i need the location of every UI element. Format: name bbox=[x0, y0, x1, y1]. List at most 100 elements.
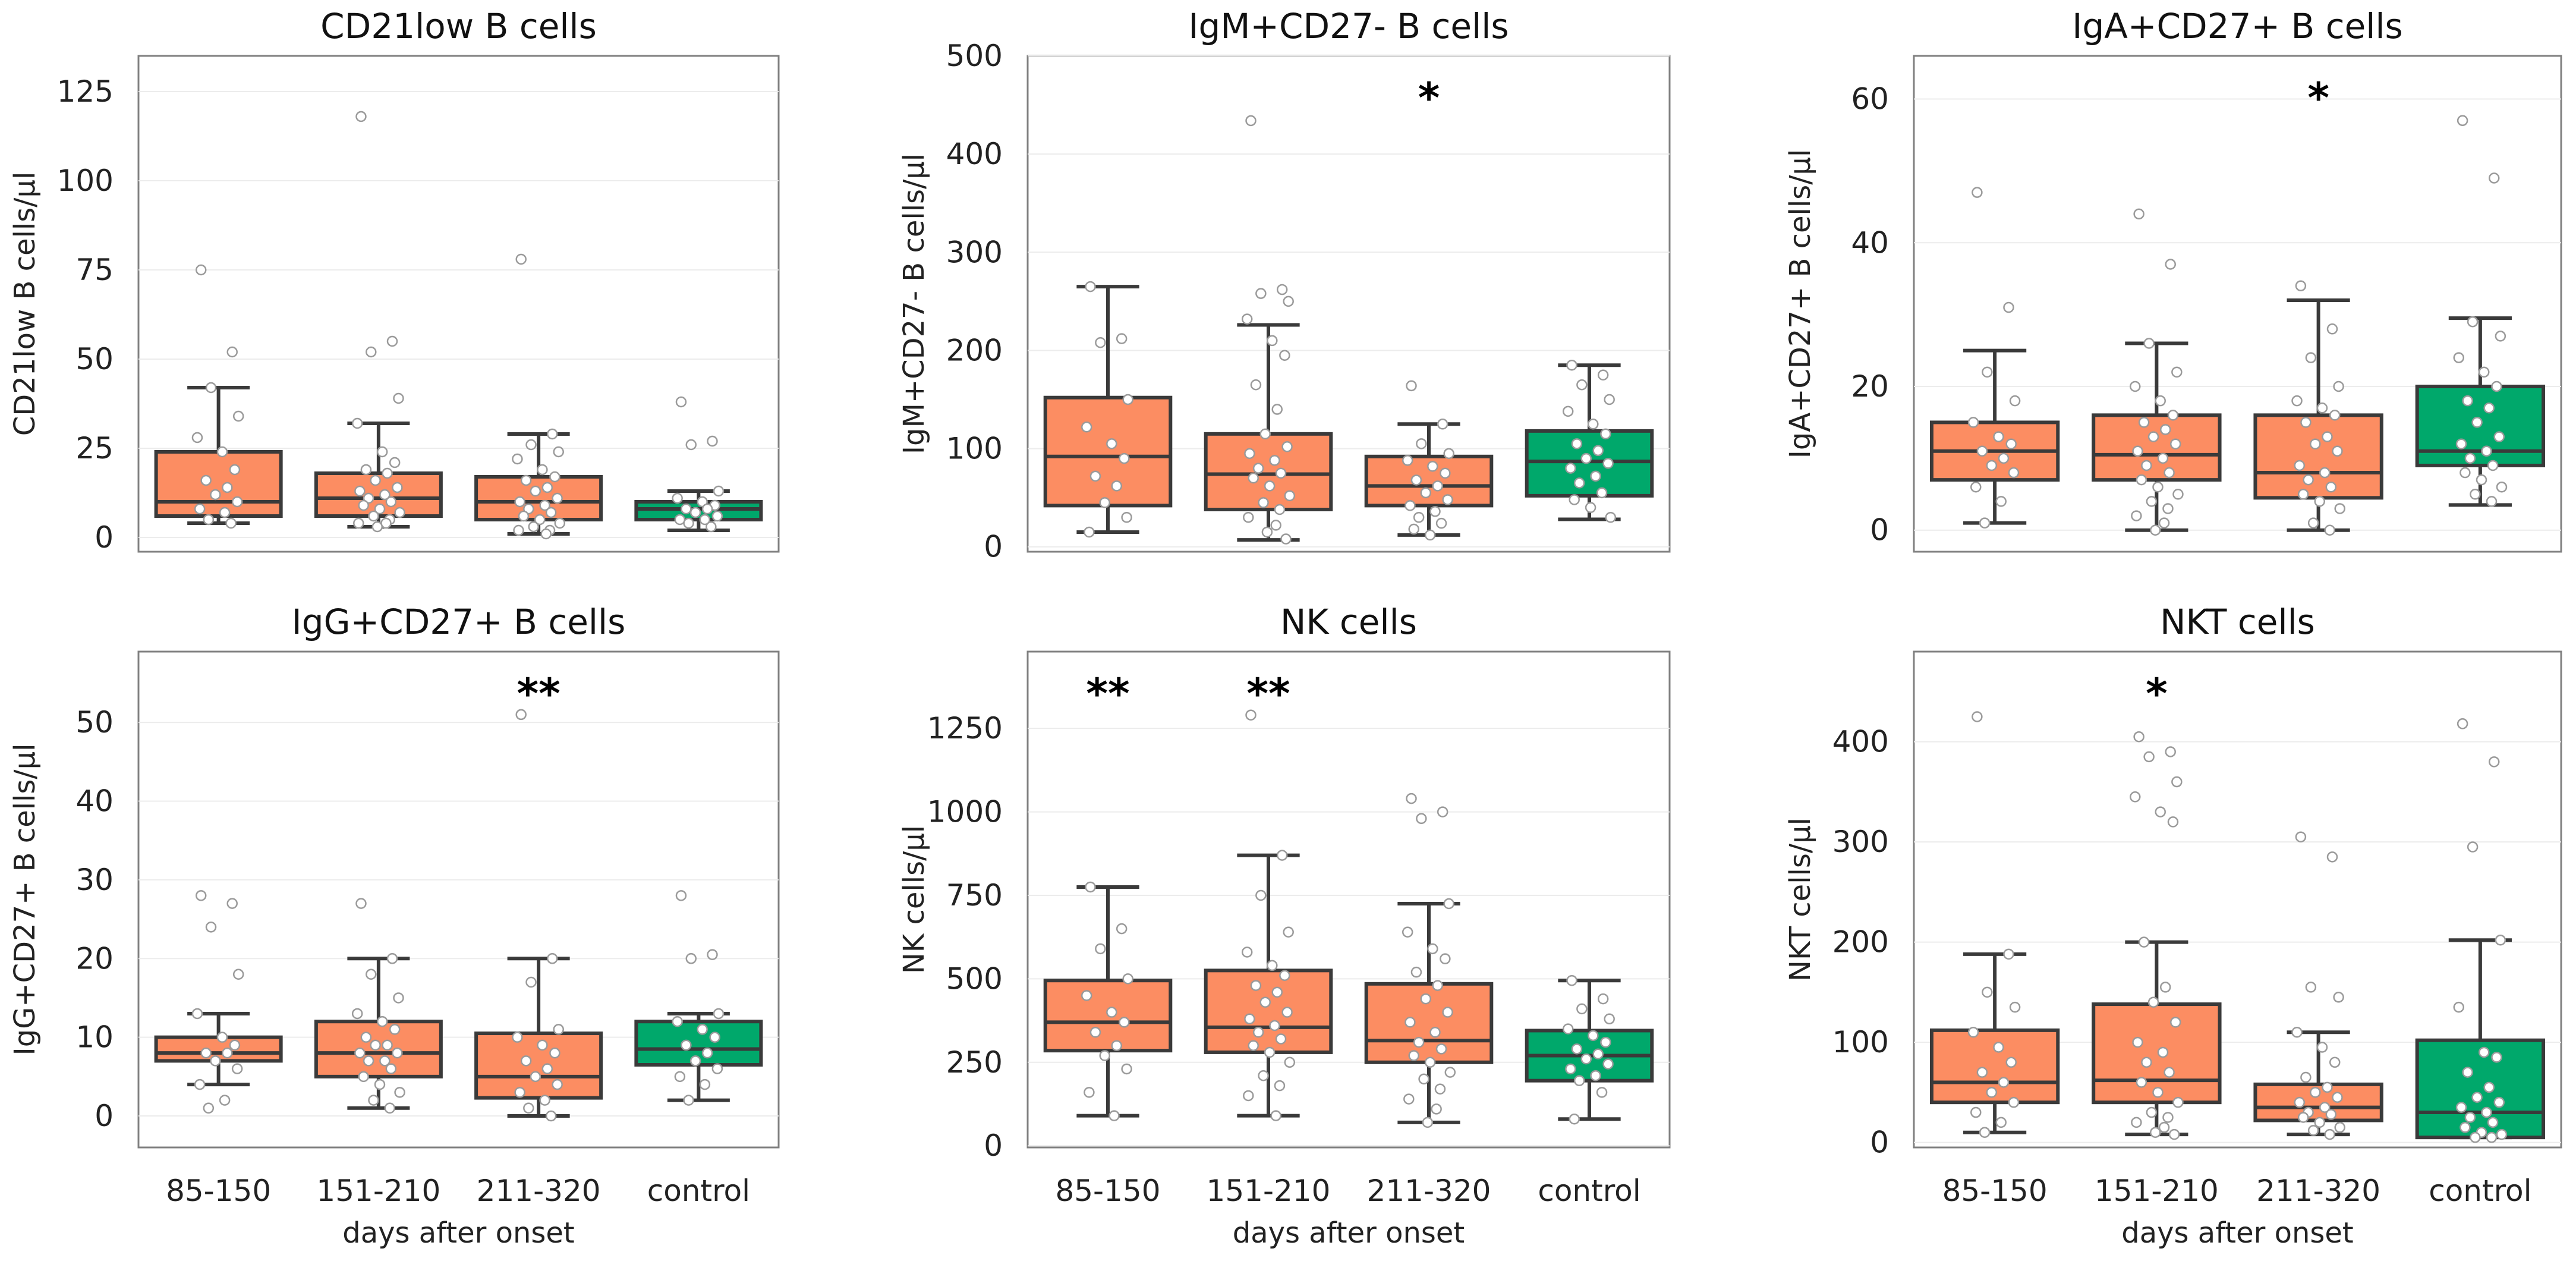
panel-3: 0 20 40 60 IgA+CD27+ B cells IgA+CD27+ B cell… bbox=[1784, 6, 2562, 553]
data-point bbox=[354, 485, 366, 497]
data-point bbox=[2005, 438, 2017, 449]
data-point bbox=[376, 446, 388, 458]
data-point bbox=[1596, 1087, 1608, 1098]
data-point bbox=[1592, 1048, 1604, 1059]
data-point bbox=[539, 499, 550, 511]
data-point bbox=[530, 1071, 541, 1083]
data-point bbox=[2136, 474, 2147, 486]
data-point bbox=[1121, 1063, 1132, 1075]
data-point bbox=[229, 1039, 241, 1051]
data-point bbox=[363, 1055, 374, 1067]
y-tick-label: 200 bbox=[1832, 925, 1889, 960]
data-point bbox=[2334, 1122, 2345, 1133]
data-point bbox=[2130, 380, 2141, 392]
data-point bbox=[2143, 751, 2155, 763]
data-point bbox=[1427, 943, 1438, 955]
chart-title: CD21low B cells bbox=[320, 6, 597, 46]
data-point bbox=[1437, 806, 1448, 817]
data-point bbox=[672, 492, 683, 504]
data-point bbox=[1406, 793, 1417, 804]
data-point bbox=[2478, 1046, 2490, 1058]
data-point bbox=[392, 1047, 403, 1059]
data-point bbox=[1429, 506, 1441, 517]
data-point bbox=[226, 346, 238, 358]
data-point bbox=[2310, 438, 2321, 449]
data-point bbox=[194, 1078, 206, 1090]
chart-title: IgG+CD27+ B cells bbox=[292, 602, 626, 642]
data-point bbox=[2291, 1026, 2303, 1038]
data-point bbox=[219, 1095, 231, 1106]
data-point bbox=[1404, 500, 1416, 511]
data-point bbox=[1972, 187, 1983, 198]
data-point bbox=[1604, 1013, 1615, 1025]
data-point bbox=[2133, 731, 2144, 743]
data-point bbox=[2467, 316, 2479, 328]
box-iqr bbox=[1043, 395, 1173, 508]
data-point bbox=[225, 517, 237, 529]
data-point bbox=[1566, 359, 1577, 371]
data-point bbox=[374, 503, 386, 515]
y-tick-label: 400 bbox=[946, 137, 1003, 171]
data-point bbox=[2471, 1092, 2483, 1103]
data-point bbox=[2150, 524, 2161, 536]
data-point bbox=[1970, 481, 1982, 493]
data-point bbox=[1095, 337, 1106, 348]
data-point bbox=[1119, 452, 1130, 464]
box-iqr bbox=[1364, 454, 1494, 508]
data-point bbox=[1604, 394, 1615, 405]
data-point bbox=[205, 382, 217, 394]
data-point bbox=[1422, 1117, 1434, 1128]
y-tick-label: 100 bbox=[946, 432, 1003, 466]
data-point bbox=[368, 1095, 379, 1106]
data-point bbox=[515, 709, 527, 721]
data-point bbox=[2460, 1122, 2471, 1133]
data-point bbox=[2143, 338, 2155, 349]
data-point bbox=[2476, 474, 2487, 486]
data-point bbox=[2467, 841, 2479, 853]
data-point bbox=[386, 335, 398, 347]
data-point bbox=[711, 1063, 723, 1074]
data-point bbox=[351, 417, 363, 429]
data-point bbox=[2453, 352, 2465, 363]
box-85-150 bbox=[154, 386, 283, 525]
data-point bbox=[1241, 313, 1253, 325]
y-tick-label: 100 bbox=[1832, 1025, 1889, 1059]
data-point bbox=[1435, 517, 1447, 529]
data-point bbox=[392, 482, 403, 493]
data-point bbox=[1597, 369, 1609, 380]
y-tick-label: 75 bbox=[75, 253, 114, 287]
data-point bbox=[2329, 1056, 2341, 1068]
data-point bbox=[1410, 966, 1422, 978]
data-point bbox=[1571, 1043, 1583, 1055]
y-tick-label: 750 bbox=[946, 878, 1003, 913]
data-point bbox=[1244, 1013, 1255, 1025]
data-point bbox=[1967, 1026, 1979, 1038]
data-point bbox=[523, 1102, 534, 1114]
y-tick-label: 50 bbox=[75, 342, 114, 376]
data-point bbox=[1982, 366, 1993, 378]
data-point bbox=[2305, 982, 2317, 993]
data-point bbox=[2294, 460, 2306, 471]
data-point bbox=[384, 1102, 396, 1114]
y-tick-label: 20 bbox=[75, 941, 114, 976]
y-tick-label: 300 bbox=[1832, 825, 1889, 859]
x-tick-label: 211-320 bbox=[2256, 1174, 2380, 1208]
data-point bbox=[386, 953, 398, 964]
box-control bbox=[2415, 938, 2546, 1140]
y-axis-label: NK cells/µl bbox=[897, 825, 931, 974]
data-point bbox=[2495, 331, 2506, 342]
data-point bbox=[2319, 1102, 2331, 1113]
data-point bbox=[200, 474, 212, 486]
data-point bbox=[2295, 280, 2307, 292]
data-point bbox=[1602, 1058, 1614, 1070]
data-point bbox=[1283, 926, 1294, 938]
data-point bbox=[1116, 333, 1128, 344]
box-151-210 bbox=[2092, 341, 2222, 532]
data-point bbox=[2493, 431, 2505, 442]
data-point bbox=[2322, 431, 2333, 442]
data-point bbox=[2159, 982, 2171, 993]
data-point bbox=[711, 510, 723, 522]
y-tick-label: 10 bbox=[75, 1020, 114, 1055]
y-tick-label: 60 bbox=[1851, 82, 1889, 117]
